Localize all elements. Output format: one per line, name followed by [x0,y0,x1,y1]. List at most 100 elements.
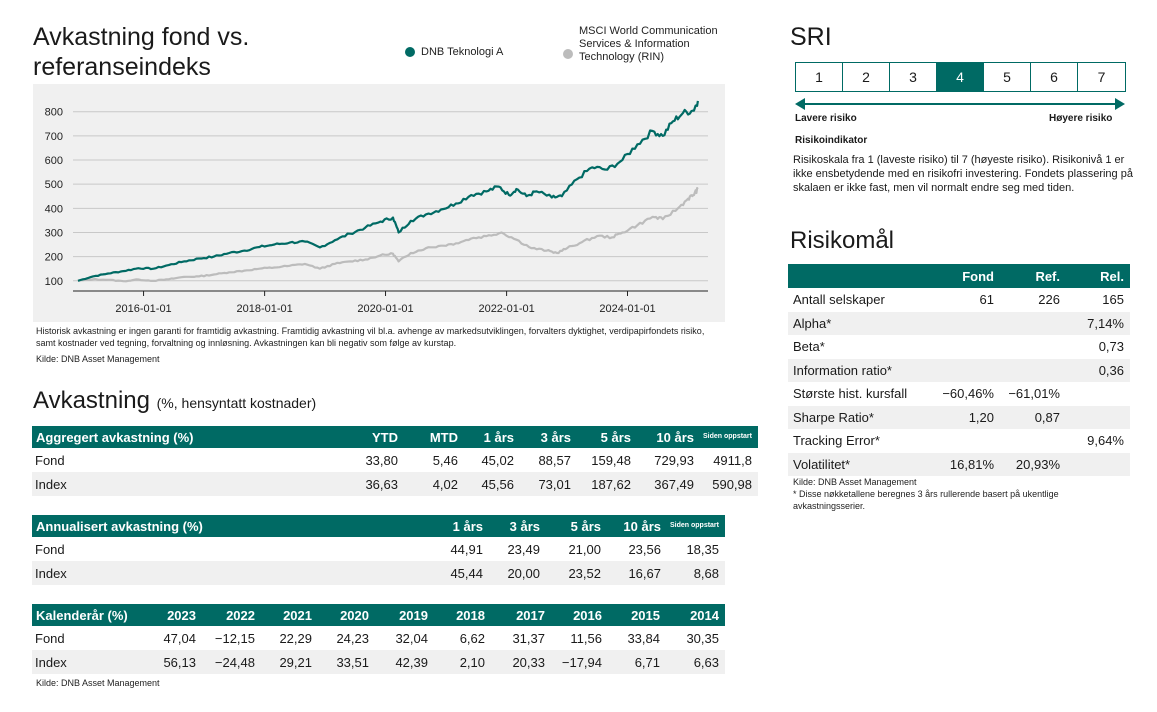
sri-level: 5 [984,63,1031,91]
table-row: Volatilitet* 16,81% 20,93% [788,452,1130,476]
header-cell: 3 års [489,515,546,537]
header-cell [788,264,930,288]
header-cell: 2022 [202,604,261,626]
x-tick-label: 2022-01-01 [478,303,534,315]
table-cell: 45,56 [464,472,520,496]
table-cell: 47,04 [163,630,196,646]
table-row: Fond 33,80 5,46 45,02 88,57 159,48 729,9… [32,448,758,472]
table-cell: 33,80 [365,452,398,468]
header-cell: 5 års [577,426,637,448]
table-cell [1000,335,1066,359]
table-cell: 729,93 [654,452,694,468]
header-cell: 2019 [375,604,434,626]
table-row: Tracking Error* 9,64% [788,429,1130,453]
table-row: Største hist. kursfall −60,46% −61,01% [788,382,1130,406]
table-cell: −60,46% [942,386,994,402]
header-cell: 1 års [430,515,489,537]
table-cell: 30,35 [686,630,719,646]
header-cell: Kalenderår (%) [32,604,140,626]
table-row: Fond 44,91 23,49 21,00 23,56 18,35 [32,537,725,561]
x-tick-label: 2024-01-01 [599,303,655,315]
sri-description: Risikoskala fra 1 (laveste risiko) til 7… [793,154,1133,194]
row-label: Fond [35,541,65,557]
table-cell: 5,46 [432,452,458,468]
table-cell: 36,63 [322,472,404,496]
table-cell [930,358,1000,382]
table-row: Sharpe Ratio* 1,20 0,87 [788,405,1130,429]
table-cell: 226 [1038,292,1060,308]
header-cell: Aggregert avkastning (%) [32,426,322,448]
sri-level: 2 [843,63,890,91]
table-cell: 23,52 [546,561,607,585]
y-tick-label: 400 [45,203,63,215]
table-cell: 20,00 [489,561,546,585]
legend-index-label: MSCI World Communication Services & Info… [579,25,718,63]
sri-level: 3 [890,63,937,91]
sri-level: 1 [796,63,843,91]
header-cell: Siden oppstart [667,515,725,537]
table-cell: 159,48 [591,452,631,468]
header-cell: 2016 [551,604,608,626]
table-row: Beta* 0,73 [788,335,1130,359]
table-cell: 22,29 [279,630,312,646]
header-cell: 3 års [520,426,577,448]
sri-low-label: Lavere risiko [795,113,857,124]
table-cell: 23,49 [507,541,540,557]
y-tick-label: 300 [45,227,63,239]
header-cell: YTD [322,426,404,448]
table-cell: 88,57 [538,452,571,468]
row-label: Index [32,561,430,585]
header-cell: 2020 [318,604,375,626]
table-cell: −24,48 [202,650,261,674]
legend-index: MSCI World Communication Services & Info… [563,25,728,64]
table-cell: 7,14% [1066,311,1130,335]
sri-high-label: Høyere risiko [1049,113,1113,124]
table-row: Index 36,63 4,02 45,56 73,01 187,62 367,… [32,472,758,496]
risk-measures-table: Fond Ref. Rel. Antall selskaper 61 226 165 A… [788,264,1130,476]
sri-level: 7 [1097,69,1106,85]
sri-level: 4 [937,63,984,91]
header-cell: 2017 [491,604,551,626]
table-cell: 33,84 [627,630,660,646]
table-cell: 23,56 [628,541,661,557]
table-row: Antall selskaper 61 226 165 [788,288,1130,312]
y-tick-label: 100 [45,276,63,288]
header-cell: 2015 [608,604,666,626]
table-cell: 42,39 [375,650,434,674]
table-cell: 73,01 [520,472,577,496]
table-cell: 31,37 [512,630,545,646]
table-cell: 8,68 [667,561,725,585]
risk-footnote: * Disse nøkketallene beregnes 3 års rull… [793,489,1059,511]
header-cell: Siden oppstart [700,426,758,448]
table-cell: 24,23 [336,630,369,646]
table-header-row: Kalenderår (%) 2023 2022 2021 2020 2019 … [32,604,725,626]
x-tick-label: 2020-01-01 [357,303,413,315]
risk-source-line: Kilde: DNB Asset Management [793,477,917,487]
table-cell: 6,63 [666,650,725,674]
annualized-returns-table: Annualisert avkastning (%) 1 års 3 års 5… [32,515,725,585]
table-cell: 45,02 [481,452,514,468]
fund-series-line [77,100,699,282]
risk-scale-arrow-icon [795,98,1125,110]
table-row: Alpha* 7,14% [788,311,1130,335]
table-cell [1000,429,1066,453]
table-cell: 44,91 [450,541,483,557]
row-label: Tracking Error* [793,433,880,449]
table-cell [1066,382,1130,406]
header-cell: Fond [930,264,1000,288]
table-cell: 367,49 [637,472,700,496]
chart-title: Avkastning fond vs. referanseindeks [33,23,250,81]
sri-scale: 1 2 3 4 5 6 7 [795,62,1126,92]
table-cell: 0,87 [1000,405,1066,429]
y-tick-label: 200 [45,252,63,264]
performance-chart: 100 200 300 400 500 600 700 800 2016-01-01 2018-0… [33,84,725,322]
header-cell: Annualisert avkastning (%) [32,515,430,537]
row-label: Sharpe Ratio* [788,405,930,429]
x-tick-label: 2018-01-01 [236,303,292,315]
sri-level: 6 [1031,63,1078,91]
legend-fund-swatch [405,47,415,57]
row-label: Index [32,650,140,674]
table-cell: 0,36 [1066,358,1130,382]
table-cell: 18,35 [686,541,719,557]
table-cell [1000,311,1066,335]
